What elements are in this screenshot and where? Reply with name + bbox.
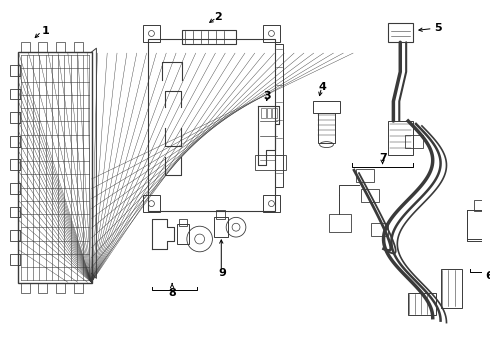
Bar bbox=[313, 101, 340, 113]
Text: 2: 2 bbox=[215, 12, 222, 22]
Bar bbox=[10, 65, 20, 76]
Bar bbox=[177, 224, 189, 244]
Bar bbox=[21, 42, 29, 52]
Bar bbox=[56, 283, 65, 293]
Text: 6: 6 bbox=[485, 271, 490, 282]
Bar bbox=[261, 108, 266, 118]
Text: 3: 3 bbox=[264, 91, 271, 102]
Bar bbox=[329, 215, 351, 232]
Bar bbox=[10, 136, 20, 147]
Bar bbox=[255, 156, 286, 170]
Text: 8: 8 bbox=[168, 288, 176, 298]
Bar bbox=[467, 210, 487, 239]
Bar bbox=[21, 283, 29, 293]
Bar bbox=[10, 89, 20, 99]
Bar bbox=[38, 283, 47, 293]
Bar bbox=[405, 135, 423, 148]
Bar bbox=[267, 108, 271, 118]
Text: 4: 4 bbox=[318, 82, 326, 91]
Bar bbox=[56, 42, 65, 52]
Bar bbox=[18, 52, 93, 283]
Bar bbox=[74, 42, 83, 52]
Bar bbox=[408, 293, 436, 315]
Bar bbox=[441, 269, 462, 308]
Bar bbox=[10, 230, 20, 241]
Bar bbox=[474, 200, 486, 211]
Bar bbox=[318, 113, 335, 143]
Text: 1: 1 bbox=[41, 26, 49, 36]
Bar bbox=[215, 217, 228, 237]
Bar bbox=[263, 195, 280, 212]
Bar bbox=[10, 183, 20, 194]
Bar bbox=[143, 24, 160, 42]
Text: 5: 5 bbox=[434, 23, 441, 32]
Bar bbox=[275, 44, 283, 187]
Bar bbox=[361, 189, 379, 202]
Bar bbox=[179, 219, 187, 226]
Bar bbox=[10, 112, 20, 123]
Bar bbox=[38, 42, 47, 52]
Bar bbox=[74, 283, 83, 293]
Bar bbox=[10, 159, 20, 170]
Bar bbox=[272, 108, 277, 118]
Text: 7: 7 bbox=[380, 153, 388, 163]
Bar bbox=[389, 23, 413, 42]
Bar bbox=[10, 207, 20, 217]
Text: 9: 9 bbox=[219, 269, 226, 278]
Bar bbox=[10, 254, 20, 265]
Bar bbox=[371, 223, 389, 236]
Bar bbox=[263, 24, 280, 42]
Bar bbox=[182, 30, 236, 44]
Bar bbox=[389, 121, 413, 156]
Bar bbox=[356, 169, 374, 182]
Bar bbox=[143, 195, 160, 212]
Bar bbox=[217, 210, 225, 219]
Bar bbox=[147, 39, 275, 211]
